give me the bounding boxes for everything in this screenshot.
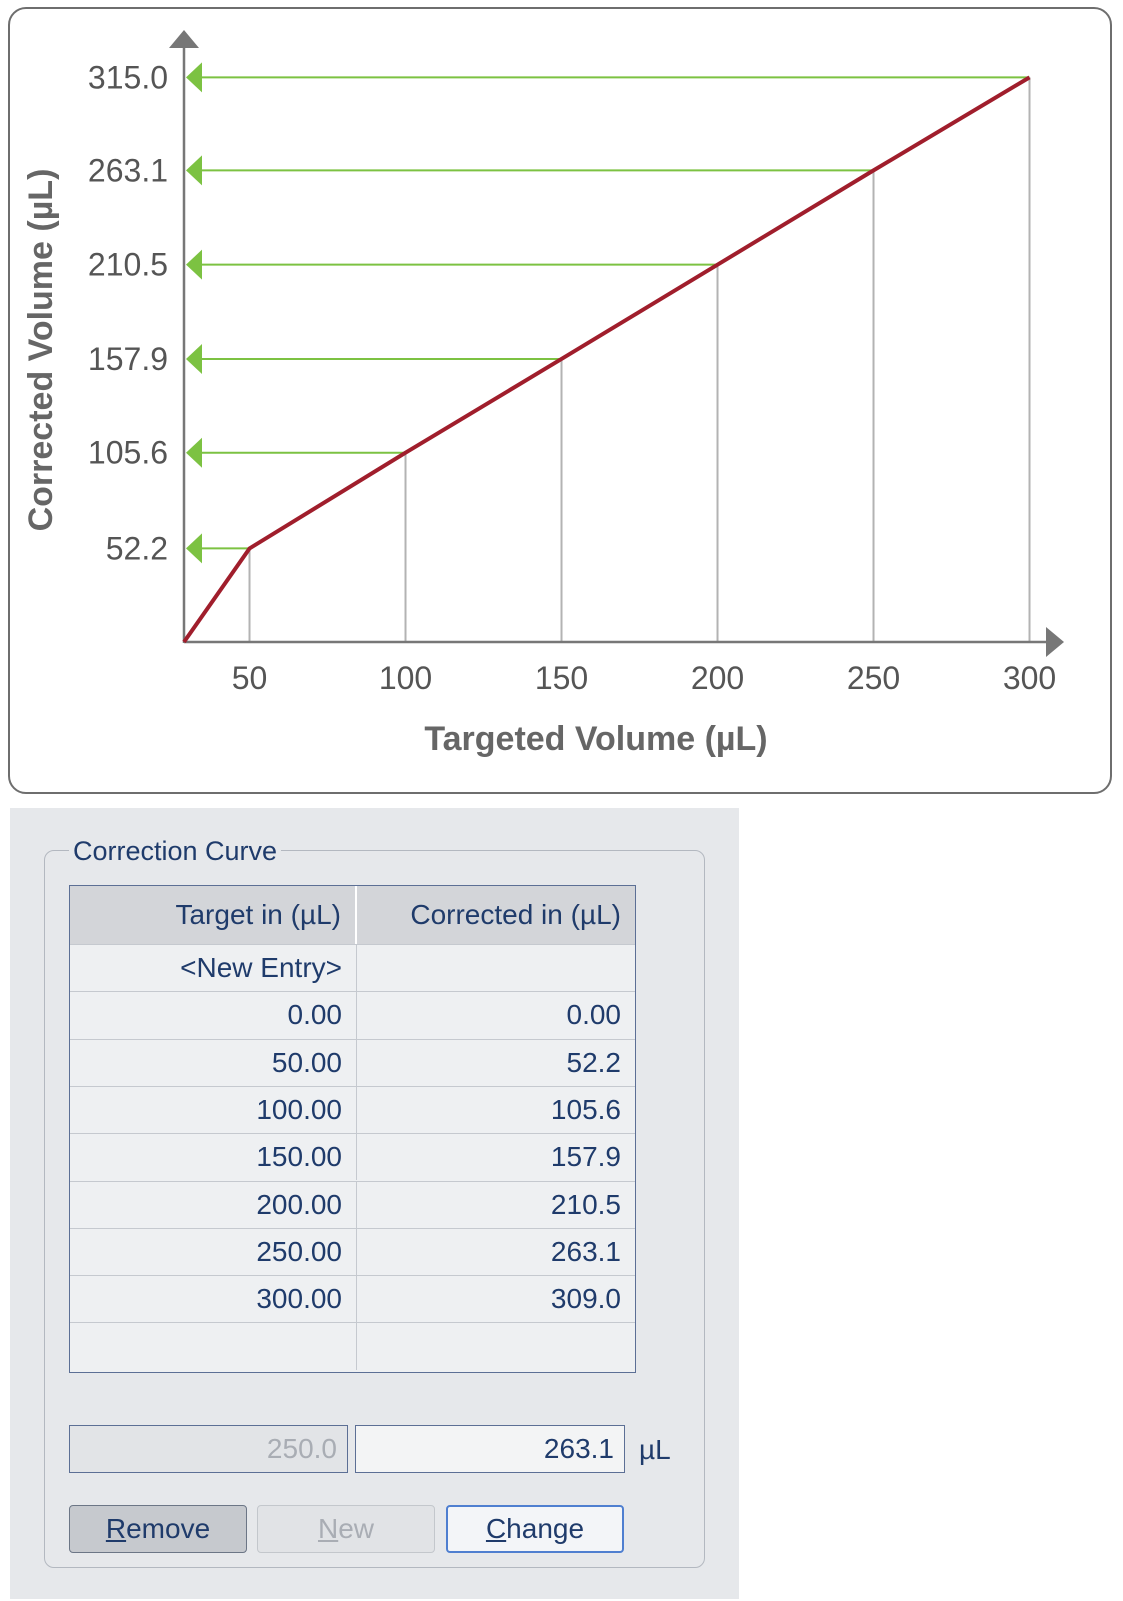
table-row[interactable]: 150.00 157.9 (70, 1133, 635, 1181)
target-cell: 250.00 (70, 1228, 357, 1276)
empty-row[interactable] (70, 1322, 635, 1370)
target-cell (70, 1323, 357, 1370)
target-cell: 200.00 (70, 1181, 357, 1228)
target-cell: 300.00 (70, 1276, 357, 1323)
column-header-corrected[interactable]: Corrected in (µL) (410, 899, 621, 930)
change-label: hange (506, 1513, 585, 1544)
table-header: Target in (µL) Corrected in (µL) (70, 886, 635, 944)
guide-arrow (186, 343, 202, 374)
corrected-cell: 105.6 (550, 1094, 621, 1126)
y-tick-label: 105.6 (88, 435, 168, 471)
x-axis-arrow (1046, 627, 1064, 657)
x-tick-label: 50 (232, 660, 268, 696)
corrected-cell: 157.9 (550, 1141, 621, 1173)
correction-table: Target in (µL) Corrected in (µL) <New En… (69, 885, 636, 1373)
corrected-field[interactable]: 263.1 (355, 1425, 625, 1473)
target-cell: 0.00 (70, 992, 357, 1039)
guide-arrow (186, 533, 202, 564)
correction-curve-dialog: Correction Curve Target in (µL) Correcte… (10, 808, 739, 1599)
guide-arrow (186, 155, 202, 186)
remove-label: emove (126, 1513, 211, 1544)
y-tick-label: 315.0 (88, 59, 168, 95)
guide-arrow (186, 62, 202, 93)
guide-arrow (186, 437, 202, 468)
y-axis-arrow (169, 30, 199, 48)
new-entry-row[interactable]: <New Entry> (70, 944, 635, 992)
column-header-target[interactable]: Target in (µL) (70, 886, 357, 944)
unit-label: µL (639, 1434, 671, 1465)
target-cell: <New Entry> (70, 945, 357, 992)
corrected-cell (357, 945, 635, 991)
corrected-cell: 309.0 (550, 1283, 621, 1315)
table-row[interactable]: 0.00 0.00 (70, 991, 635, 1039)
y-tick-label: 157.9 (88, 341, 168, 377)
x-tick-label: 300 (1003, 660, 1056, 696)
y-tick-label: 52.2 (106, 530, 168, 566)
correction-curve-group: Correction Curve Target in (µL) Correcte… (44, 837, 705, 1568)
target-cell: 50.00 (70, 1039, 357, 1086)
corrected-cell: 263.1 (550, 1235, 621, 1267)
change-mnemonic: C (485, 1513, 507, 1544)
x-axis-label: Targeted Volume (µL) (424, 720, 767, 758)
guide-arrow (186, 249, 202, 280)
corrected-cell (357, 1323, 635, 1369)
x-tick-label: 200 (691, 660, 744, 696)
group-title: Correction Curve (69, 837, 282, 865)
y-tick-label: 210.5 (88, 247, 168, 283)
series-line (182, 75, 1031, 644)
corrected-cell: 0.00 (566, 999, 622, 1031)
y-axis-label: Corrected Volume (µL) (22, 169, 60, 532)
table-row[interactable]: 200.00 210.5 (70, 1180, 635, 1228)
table-row[interactable]: 300.00 309.0 (70, 1275, 635, 1323)
target-field[interactable]: 250.0 (69, 1425, 348, 1473)
corrected-cell: 210.5 (550, 1188, 621, 1220)
y-tick-label: 263.1 (88, 152, 168, 188)
correction-chart: 50 100 150 200 250 300 52.2 105.6 157.9 210.5 263… (22, 30, 1064, 758)
x-tick-label: 100 (379, 660, 432, 696)
corrected-cell: 52.2 (566, 1046, 622, 1078)
table-row[interactable]: 50.00 52.2 (70, 1038, 635, 1086)
remove-mnemonic: R (105, 1513, 127, 1544)
new-label: ew (338, 1513, 375, 1544)
table-row[interactable]: 250.00 263.1 (70, 1227, 635, 1276)
x-tick-label: 150 (535, 660, 588, 696)
target-cell: 150.00 (70, 1134, 357, 1181)
target-cell: 100.00 (70, 1086, 357, 1134)
new-mnemonic: N (317, 1513, 339, 1544)
table-row[interactable]: 100.00 105.6 (70, 1085, 635, 1134)
x-tick-label: 250 (847, 660, 900, 696)
